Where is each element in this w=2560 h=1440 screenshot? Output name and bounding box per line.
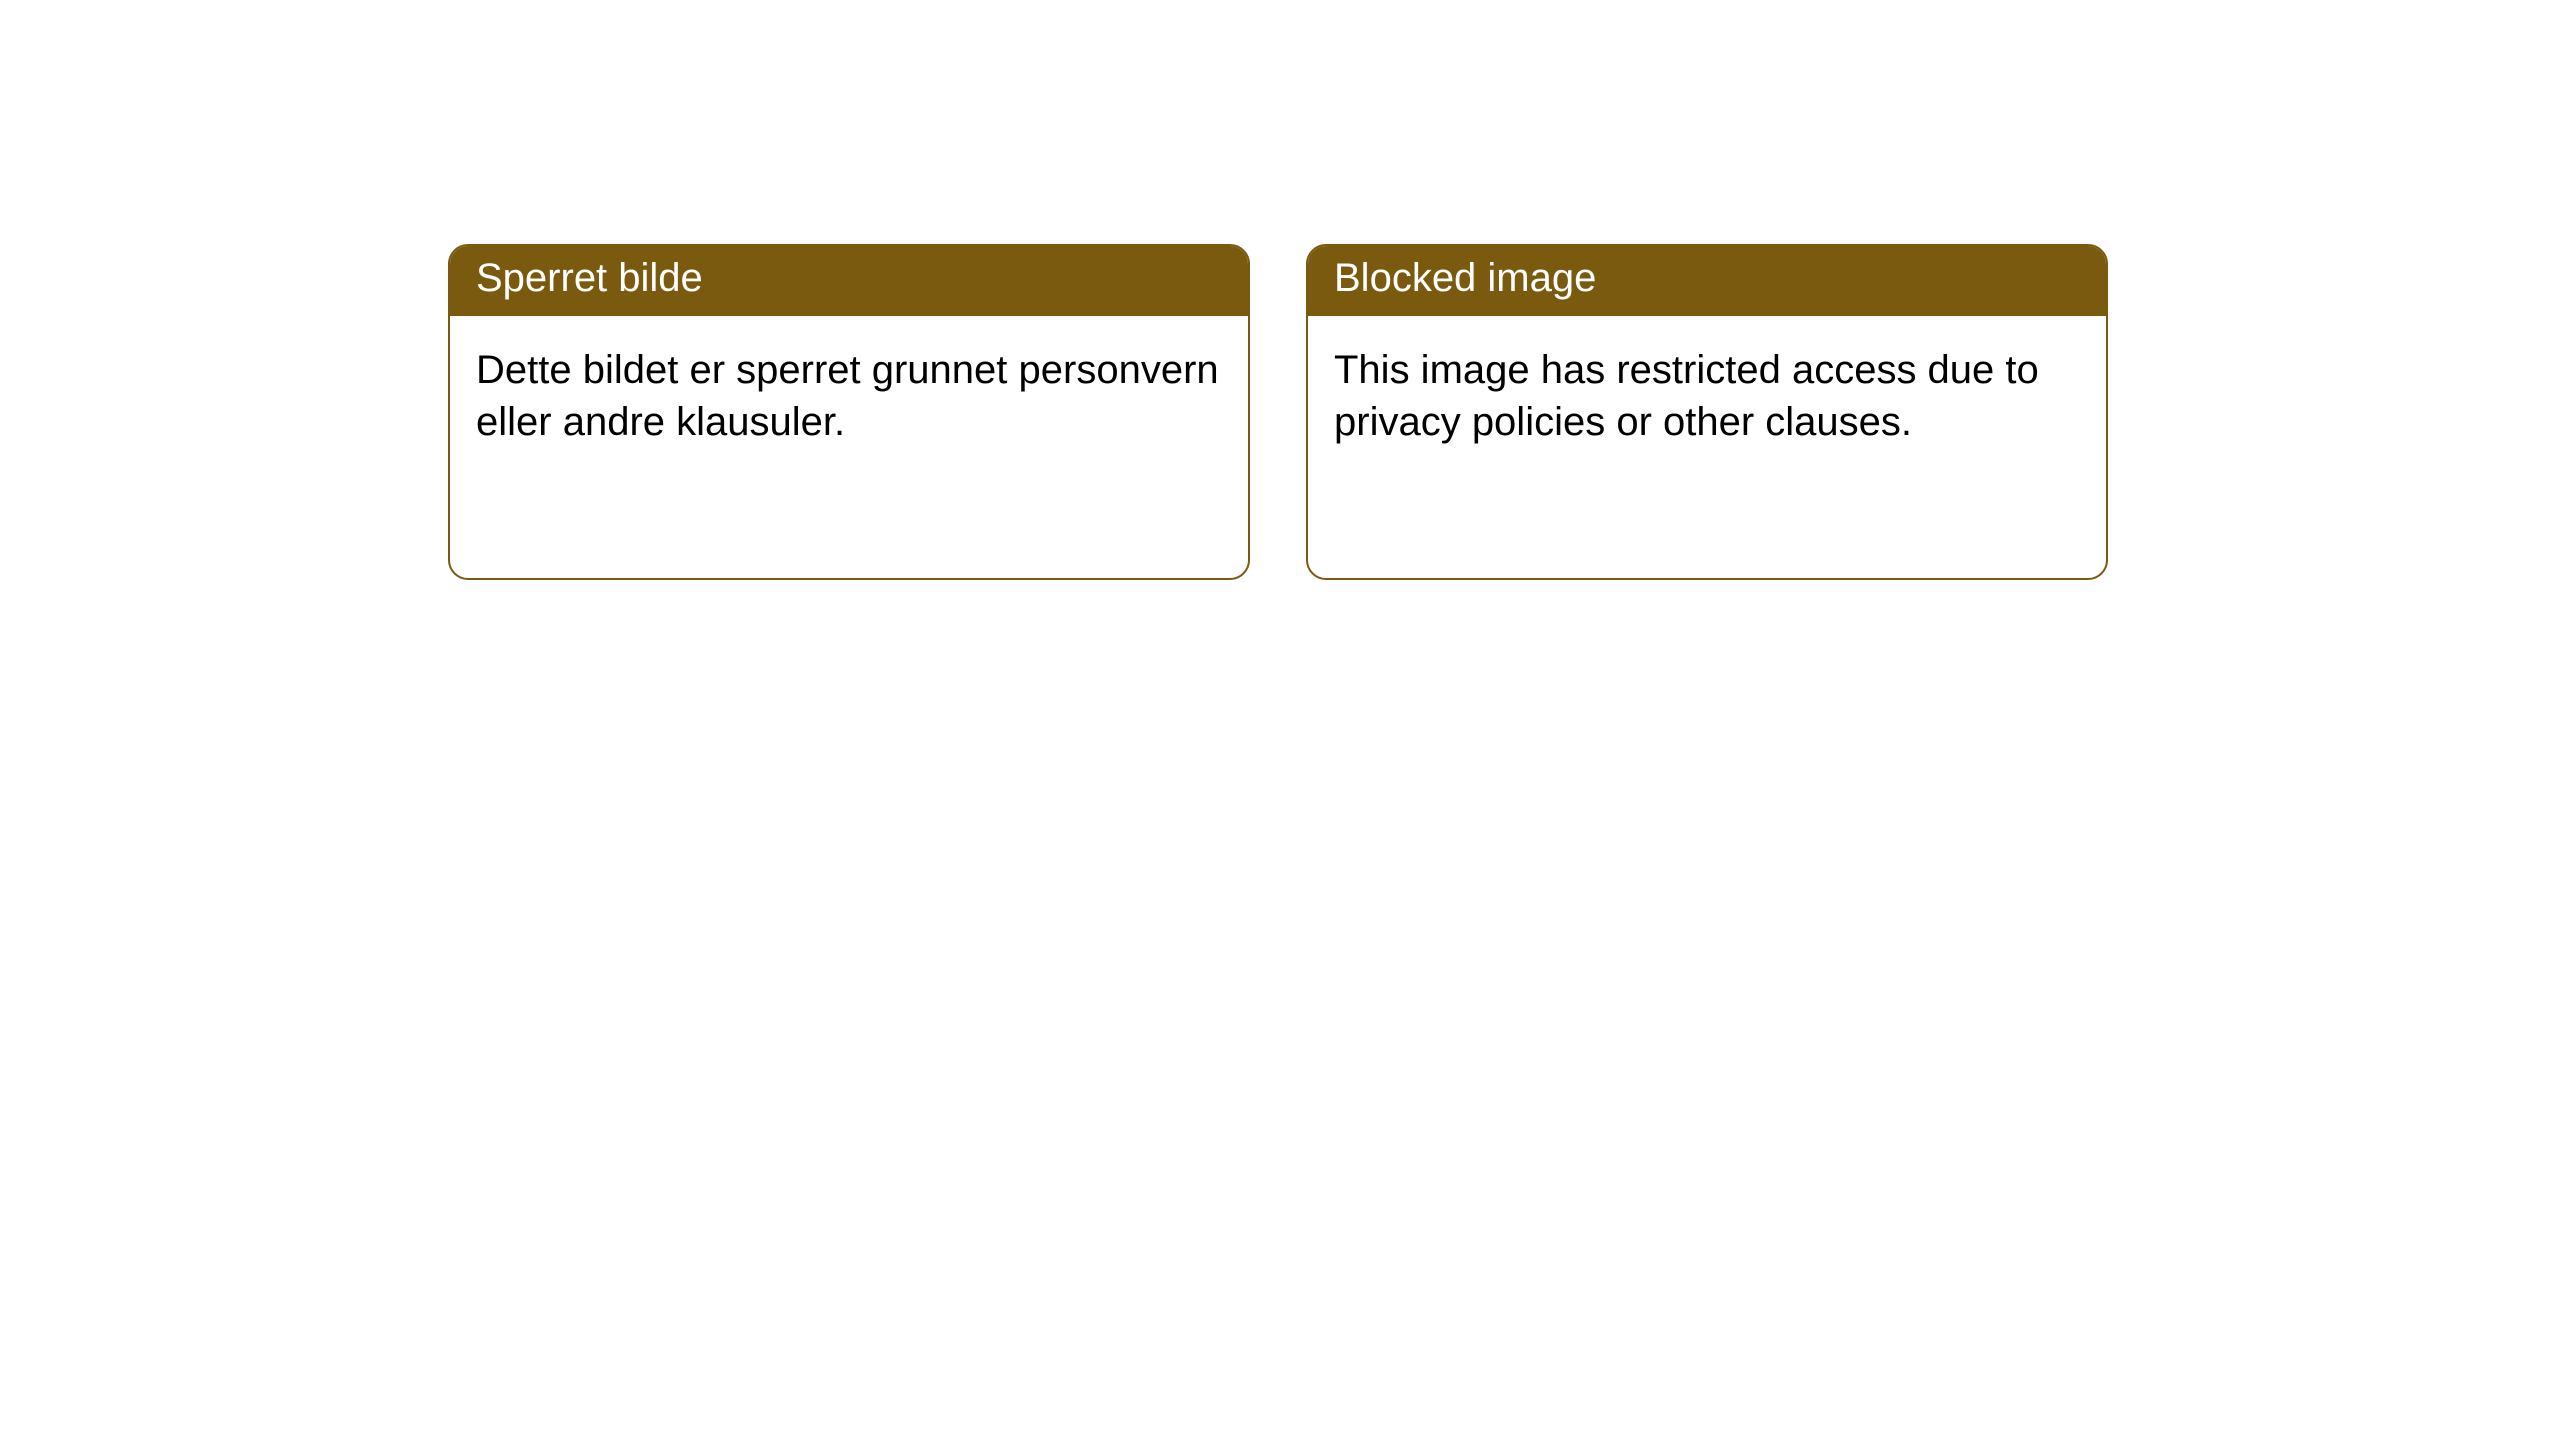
notice-card-en: Blocked image This image has restricted …: [1306, 244, 2108, 580]
notice-body-no: Dette bildet er sperret grunnet personve…: [450, 316, 1248, 476]
notice-title-no: Sperret bilde: [450, 246, 1248, 316]
notice-body-en: This image has restricted access due to …: [1308, 316, 2106, 476]
notice-card-no: Sperret bilde Dette bildet er sperret gr…: [448, 244, 1250, 580]
notice-title-en: Blocked image: [1308, 246, 2106, 316]
notice-container: Sperret bilde Dette bildet er sperret gr…: [0, 0, 2560, 580]
